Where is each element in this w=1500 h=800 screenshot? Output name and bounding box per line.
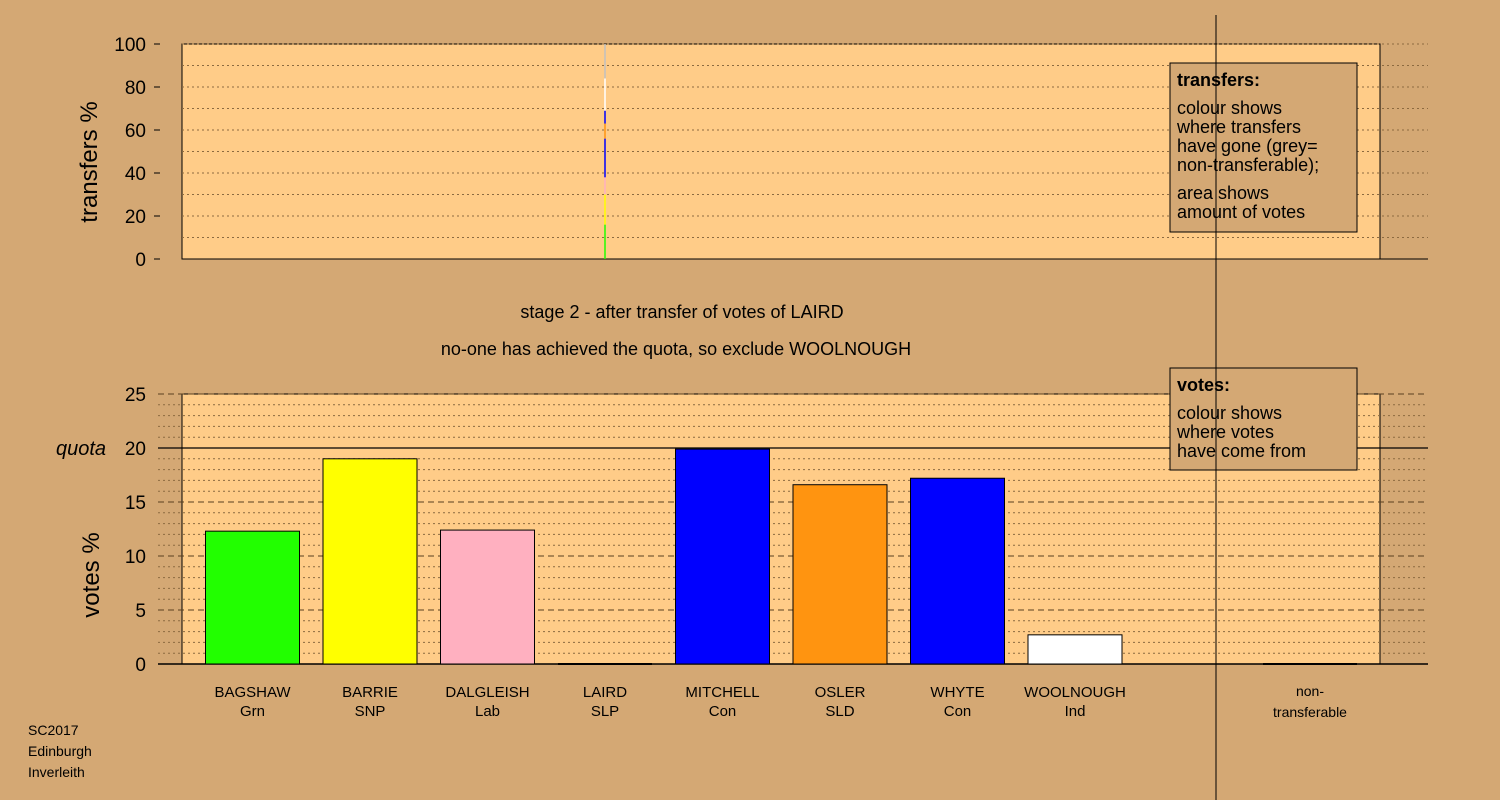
vote-bar-mitchell <box>675 448 770 665</box>
transfer-segment-bagshaw <box>604 224 606 259</box>
votes-y-tick-label: 5 <box>135 601 146 622</box>
votes-y-tick-label: 20 <box>125 439 146 460</box>
non-transferable-label: non- <box>1296 683 1324 699</box>
candidate-party-label: Grn <box>240 703 265 720</box>
transfers-gridlines <box>182 43 1428 260</box>
votes-y-tick-label: 15 <box>125 493 146 514</box>
stage-caption: stage 2 - after transfer of votes of LAI… <box>520 302 843 322</box>
vote-bar-whyte <box>910 477 1005 665</box>
votes-legend-line: where votes <box>1176 422 1274 442</box>
votes-y-tick-label: 25 <box>125 385 146 406</box>
footer-council: Edinburgh <box>28 743 92 759</box>
votes-legend: votes: colour shows where votes have com… <box>1169 367 1358 471</box>
transfers-y-tick-label: 0 <box>135 250 146 271</box>
footer-ward: Inverleith <box>28 764 85 780</box>
vote-bar-woolnough <box>1027 634 1123 665</box>
candidate-name-label: LAIRD <box>583 684 627 701</box>
quota-label: quota <box>56 438 106 460</box>
transfers-legend-box <box>1169 62 1358 233</box>
candidate-party-label: Ind <box>1065 703 1086 720</box>
transfer-segment-mitchell <box>604 138 606 178</box>
transfer-segment-barrie <box>604 194 606 225</box>
vote-bar-bagshaw <box>205 530 300 665</box>
transfers-legend-line: area shows <box>1177 183 1269 203</box>
vote-bar-barrie <box>322 458 418 665</box>
transfers-legend: transfers: colour shows where transfers … <box>1169 62 1358 233</box>
transfer-segment-osler <box>604 123 606 139</box>
transfers-legend-line: colour shows <box>1177 98 1282 118</box>
votes-panel: 0 5 10 15 20 25 BAGSHAW Grn BARRIE SNP DALGLEISH L… <box>56 367 1428 720</box>
candidate-name-label: WHYTE <box>930 684 984 701</box>
candidate-party-label: Lab <box>475 703 500 720</box>
candidate-party-label: SLP <box>591 703 619 720</box>
transfers-y-axis-label: transfers % <box>76 101 103 222</box>
transfer-segment-dalgleish <box>604 177 606 195</box>
vote-bar-osler <box>792 484 888 665</box>
candidate-name-label: DALGLEISH <box>445 684 529 701</box>
candidate-name-label: MITCHELL <box>685 684 759 701</box>
quota-status-caption: no-one has achieved the quota, so exclud… <box>441 339 911 359</box>
transfer-segment-woolnough <box>604 78 606 111</box>
non-transferable-label: transferable <box>1273 704 1347 720</box>
transfers-panel: 0 20 40 60 80 100 transfers % transfers: colo… <box>76 35 1428 271</box>
votes-y-tick-label: 0 <box>135 655 146 676</box>
votes-x-labels: BAGSHAW Grn BARRIE SNP DALGLEISH Lab LAIRD SLP M… <box>214 683 1347 720</box>
transfers-bar <box>604 44 606 259</box>
transfers-legend-line: have gone (grey= <box>1177 136 1318 156</box>
votes-legend-line: have come from <box>1177 441 1306 461</box>
candidate-party-label: Con <box>944 703 972 720</box>
candidate-name-label: BAGSHAW <box>214 684 291 701</box>
candidate-name-label: WOOLNOUGH <box>1024 684 1126 701</box>
votes-y-axis-label: votes % <box>78 532 105 617</box>
votes-legend-title: votes: <box>1177 375 1230 395</box>
transfers-y-tick-label: 40 <box>125 164 146 185</box>
votes-legend-line: colour shows <box>1177 403 1282 423</box>
candidate-party-label: SLD <box>825 703 854 720</box>
transfer-segment-nontransferable <box>604 44 606 79</box>
candidate-name-label: BARRIE <box>342 684 398 701</box>
votes-y-tick-label: 10 <box>125 547 146 568</box>
transfers-y-tick-label: 80 <box>125 78 146 99</box>
transfers-y-tick-label: 20 <box>125 207 146 228</box>
candidate-party-label: Con <box>709 703 737 720</box>
votes-legend-box <box>1169 367 1358 471</box>
candidate-party-label: SNP <box>355 703 386 720</box>
footer-year: SC2017 <box>28 722 79 738</box>
transfers-y-ticks: 0 20 40 60 80 100 <box>114 35 160 271</box>
vote-bar-dalgleish <box>440 529 535 665</box>
candidate-name-label: OSLER <box>815 684 866 701</box>
transfers-legend-line: amount of votes <box>1177 202 1305 222</box>
votes-bars <box>205 448 1357 665</box>
transfer-segment-whyte <box>604 110 606 124</box>
transfers-legend-title: transfers: <box>1177 70 1260 90</box>
transfers-legend-line: non-transferable); <box>1177 155 1319 175</box>
transfers-y-tick-label: 100 <box>114 35 146 56</box>
votes-y-ticks: 0 5 10 15 20 25 <box>125 385 146 676</box>
transfers-y-tick-label: 60 <box>125 121 146 142</box>
transfers-legend-line: where transfers <box>1176 117 1301 137</box>
